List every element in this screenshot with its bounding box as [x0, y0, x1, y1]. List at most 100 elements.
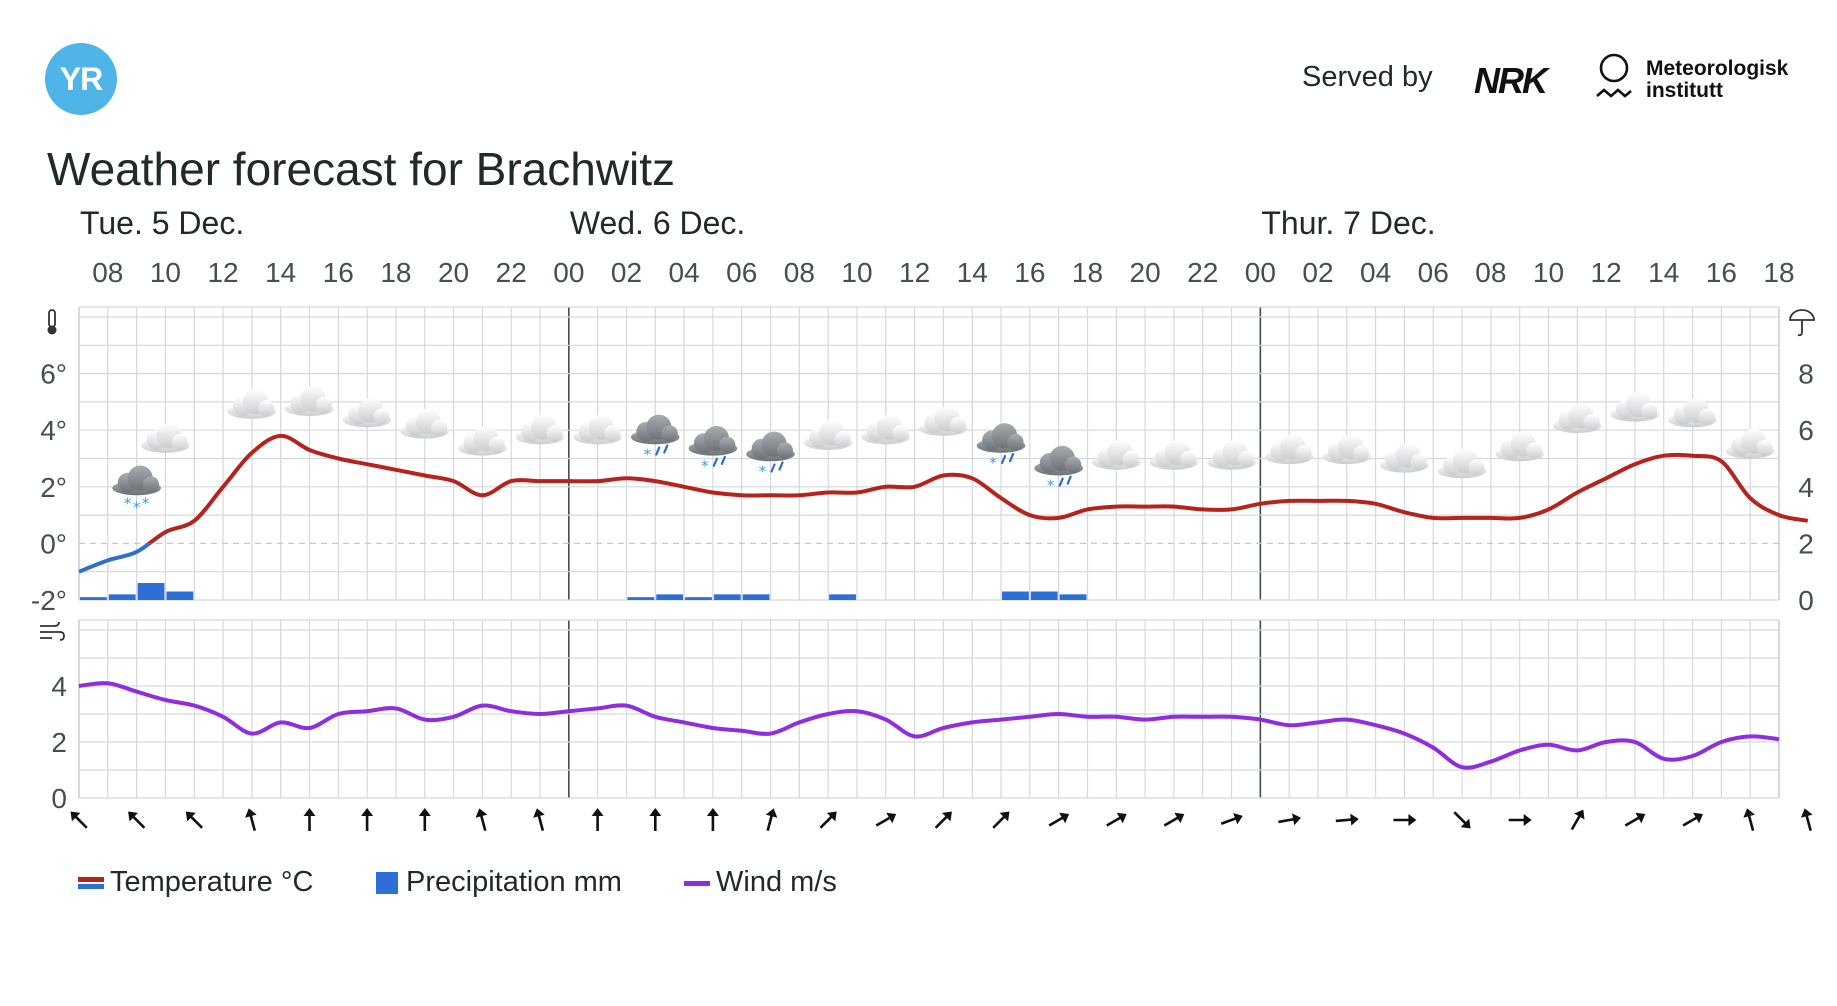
wind-arrow-head — [941, 811, 952, 822]
cloud-icon — [1264, 434, 1314, 465]
legend-precipitation: Precipitation mm — [376, 866, 622, 899]
hour-tick-label: 10 — [1533, 257, 1564, 288]
wind-direction-arrow — [1163, 812, 1185, 827]
thermometer-icon-bulb — [47, 325, 57, 335]
wind-icon-lines — [40, 621, 65, 641]
wind-direction-arrow — [361, 808, 374, 831]
hour-tick-label: 12 — [899, 257, 930, 288]
hour-tick-label: 08 — [784, 257, 815, 288]
wind-icon — [40, 621, 65, 641]
raindrop-mark — [1066, 475, 1072, 485]
wind-direction-arrow — [185, 811, 203, 829]
snowflake-mark: * — [644, 446, 652, 464]
precip-bar — [166, 591, 194, 600]
wind-arrow-head — [418, 808, 431, 816]
hour-tick-label: 10 — [150, 257, 181, 288]
cloud-shape — [803, 420, 853, 450]
day-label: Tue. 5 Dec. — [80, 210, 244, 241]
wind-direction-arrow — [475, 808, 488, 831]
wind-arrow-head — [706, 808, 719, 816]
wind-arrow-head — [185, 811, 196, 822]
raindrop-mark — [1008, 452, 1015, 463]
forecast-chart: * * *** * ** Tue. 5 Dec. Wed. 6 Dec. Thur. 7 D… — [31, 210, 1815, 831]
raindrop-mark — [720, 455, 726, 465]
hour-tick-label: 14 — [265, 257, 296, 288]
cloud-shape — [1725, 428, 1775, 459]
hour-tick-label: 06 — [726, 257, 757, 288]
temp-tick-label: 0° — [40, 528, 67, 559]
wind-arrow-head — [245, 808, 257, 818]
met-institute-line1: Meteorologisk — [1646, 57, 1789, 80]
wind-arrow-head — [1174, 812, 1185, 824]
cloud-icon — [1207, 440, 1256, 470]
wind-arrow-head — [591, 808, 604, 816]
wind-direction-arrow — [1743, 808, 1755, 831]
precip-tick-label: 8 — [1798, 359, 1814, 390]
wind-legend-icon — [684, 881, 710, 887]
wind-arrow-head — [1460, 818, 1471, 829]
precip-tick-label: 2 — [1798, 528, 1814, 559]
wind-direction-arrow — [1278, 813, 1302, 826]
cloud-shape — [1495, 431, 1544, 462]
precip-bar — [829, 594, 856, 600]
snowflake-mark: * — [133, 498, 141, 516]
wind-arrow-head — [303, 808, 316, 816]
wind-direction-arrow — [1453, 811, 1471, 829]
precip-bar — [1059, 594, 1087, 600]
wind-direction-arrow — [1106, 812, 1127, 827]
precip-bar — [656, 594, 684, 600]
cloud-icon — [227, 389, 277, 419]
day-label: Thur. 7 Dec. — [1261, 210, 1435, 241]
sleet-cloud-icon: * — [976, 423, 1026, 472]
cloud-shape — [861, 414, 911, 445]
raindrop-mark — [1000, 454, 1007, 465]
precip-bar — [685, 597, 712, 600]
yr-logo[interactable]: YR — [45, 43, 117, 115]
precip-bar — [627, 597, 655, 600]
met-institute-line2: institutt — [1646, 79, 1723, 102]
temp-tick-label: 2° — [40, 472, 67, 503]
hour-tick-label: 00 — [1245, 257, 1276, 288]
cloud-icon — [1091, 440, 1141, 470]
hour-tick-label: 20 — [438, 257, 469, 288]
wind-direction-arrow — [706, 808, 719, 831]
wind-tick-label: 2 — [51, 727, 67, 758]
wind-arrow-head — [1693, 812, 1703, 824]
cloud-icon — [1495, 431, 1544, 462]
legend-wind: Wind m/s — [684, 866, 837, 899]
page-title: Weather forecast for Brachwitz — [47, 143, 676, 195]
wind-direction-arrow — [649, 808, 662, 831]
hour-tick-label: 12 — [1591, 257, 1622, 288]
cloud-icon — [1553, 403, 1602, 433]
raindrop-mark — [770, 463, 776, 473]
yr-logo-text: YR — [59, 61, 103, 97]
wind-arrow-head — [533, 808, 545, 818]
wind-arrow-head — [826, 811, 837, 822]
temp-tick-label: 6° — [40, 359, 67, 390]
nrk-logo[interactable]: NRK — [1474, 60, 1548, 101]
raindrop-mark — [778, 461, 784, 471]
temperature-legend-icon — [78, 877, 104, 890]
cloud-shape — [976, 423, 1026, 453]
wind-arrow-head — [1743, 808, 1755, 818]
snowflake-mark: * — [989, 454, 997, 472]
served-by-label: Served by — [1302, 61, 1433, 93]
hour-tick-label: 06 — [1418, 257, 1449, 288]
cloud-shape — [1380, 442, 1429, 473]
wind-direction-arrow — [1570, 809, 1585, 831]
wind-direction-arrow — [245, 808, 257, 831]
hour-tick-label: 04 — [669, 257, 700, 288]
hour-tick-label: 20 — [1130, 257, 1161, 288]
wind-direction-arrow — [128, 811, 146, 829]
met-institute-logo[interactable]: Meteorologisk institutt — [1646, 58, 1788, 102]
hour-tick-label: 14 — [957, 257, 988, 288]
precipitation-legend-icon — [376, 872, 398, 895]
hour-tick-label: 16 — [1706, 257, 1737, 288]
cloud-icon — [919, 406, 968, 436]
thermometer-icon-tube — [48, 309, 56, 328]
hour-tick-label: 18 — [1763, 257, 1794, 288]
cloud-shape — [919, 406, 968, 436]
temp-tick-label: -2° — [31, 585, 67, 616]
cloud-icon — [803, 420, 853, 450]
wind-direction-arrow — [1682, 812, 1703, 827]
